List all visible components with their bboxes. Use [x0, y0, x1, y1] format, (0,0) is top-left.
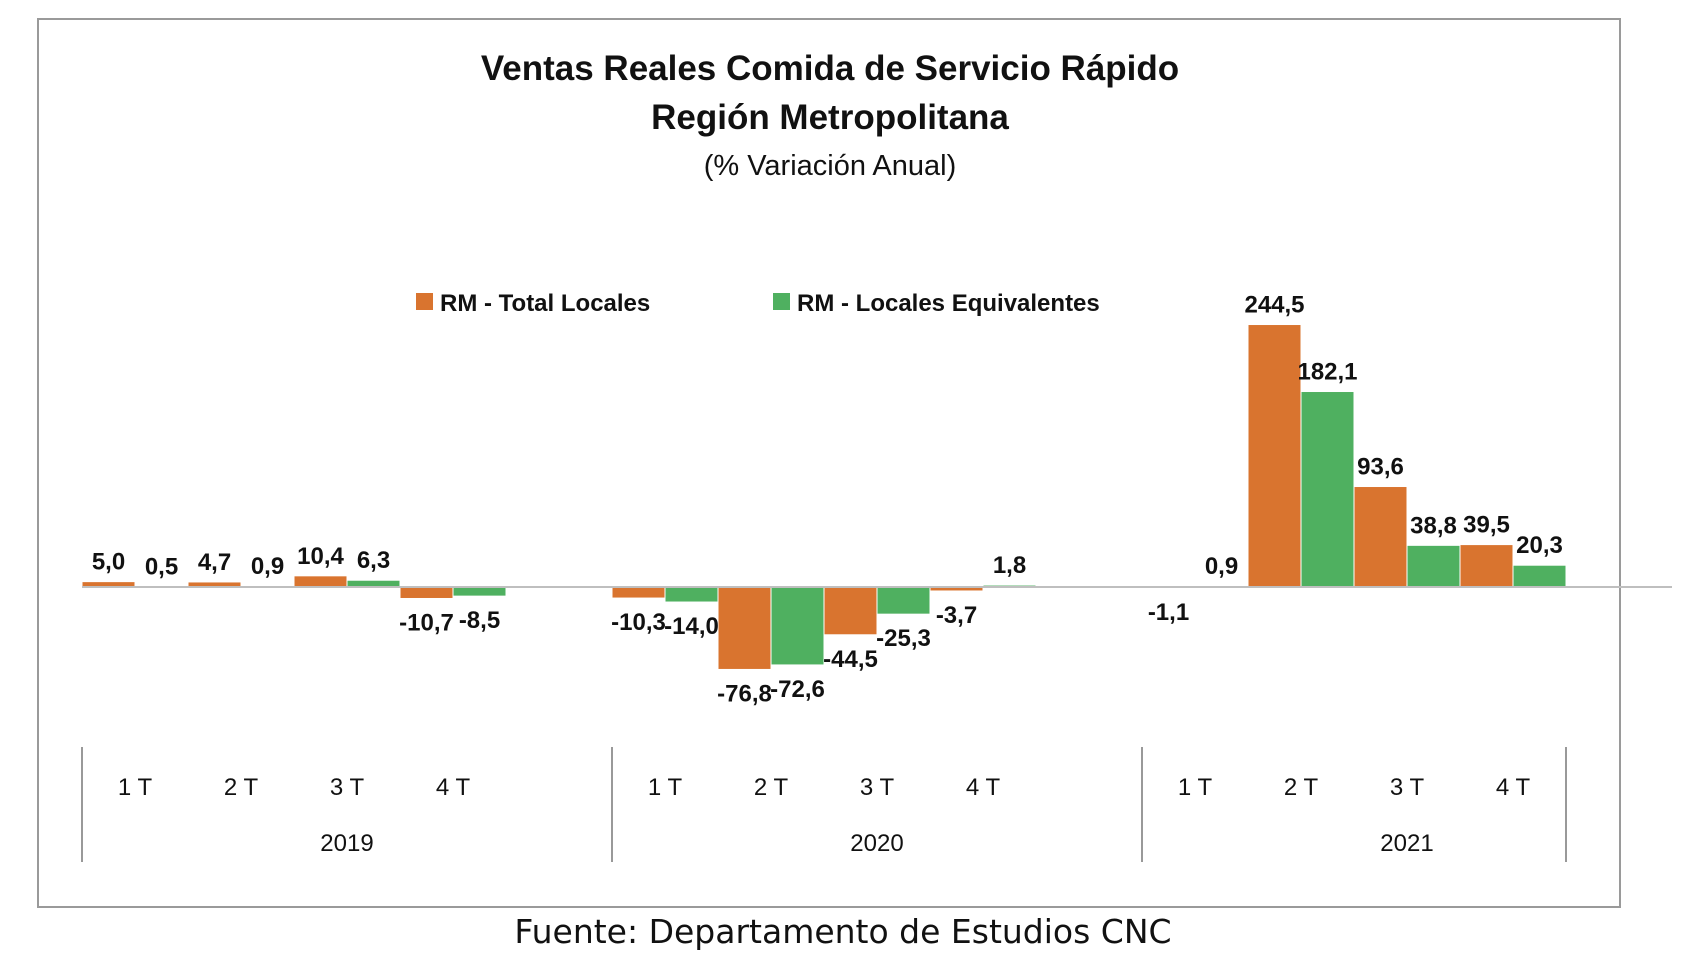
data-label: -3,7: [936, 602, 977, 629]
year-tick-label: 2021: [1380, 830, 1433, 857]
bar-total-locales: [717, 586, 772, 670]
quarter-tick-label: 3 T: [1390, 774, 1425, 801]
bar-locales-equivalentes: [452, 586, 507, 597]
data-label: 5,0: [92, 549, 125, 576]
data-label: 38,8: [1410, 512, 1457, 539]
quarter-tick-label: 4 T: [436, 774, 471, 801]
quarter-tick-label: 3 T: [860, 774, 895, 801]
legend-swatch-equivalentes: [773, 293, 790, 310]
data-label: 244,5: [1244, 292, 1304, 319]
source-note: Fuente: Departamento de Estudios CNC: [514, 912, 1172, 951]
bar-total-locales: [1353, 486, 1408, 588]
data-label: -10,7: [399, 609, 454, 636]
data-label: -44,5: [823, 646, 878, 673]
data-label: 0,9: [251, 553, 284, 580]
data-label: 93,6: [1357, 454, 1404, 481]
data-label: -25,3: [876, 625, 931, 652]
data-label: 1,8: [993, 552, 1026, 579]
data-labels-layer: 5,0 0,5 4,7 0,9 10,4 6,3 -10,7 -8,5 -10,3-14,0 -7…: [92, 292, 1563, 708]
data-label: 4,7: [198, 549, 231, 576]
data-label: -1,1: [1148, 599, 1189, 626]
chart-subtitle: Región Metropolitana: [651, 98, 1009, 137]
data-label: 20,3: [1516, 532, 1563, 559]
bars-layer: [81, 324, 1567, 670]
data-label: -10,3: [611, 609, 666, 636]
data-label: -14,0: [664, 613, 719, 640]
data-label: -72,6: [770, 676, 825, 703]
quarter-tick-label: 4 T: [1496, 774, 1531, 801]
quarter-tick-label: 1 T: [648, 774, 683, 801]
chart-unit-label: (% Variación Anual): [704, 150, 957, 182]
data-label: 0,5: [145, 553, 178, 580]
data-label: -76,8: [717, 680, 772, 707]
bar-total-locales: [399, 586, 454, 599]
category-axis: 1 T 2 T 3 T 4 T 2019 1 T 2 T 3 T 4 T 2020 1 T 2 T 3 …: [81, 747, 1567, 862]
chart-title: Ventas Reales Comida de Servicio Rápido: [481, 49, 1179, 88]
data-label: -8,5: [459, 607, 500, 634]
quarter-tick-label: 2 T: [754, 774, 789, 801]
bar-total-locales: [611, 586, 666, 599]
data-label: 182,1: [1297, 359, 1357, 386]
bar-total-locales: [1247, 324, 1302, 588]
bar-locales-equivalentes: [1406, 544, 1461, 588]
data-label: 39,5: [1463, 512, 1510, 539]
legend-label-total: RM - Total Locales: [440, 290, 650, 317]
bar-locales-equivalentes: [770, 586, 825, 666]
legend: RM - Total Locales RM - Locales Equivale…: [416, 290, 1100, 317]
bar-total-locales: [1459, 544, 1514, 588]
quarter-tick-label: 4 T: [966, 774, 1001, 801]
year-tick-label: 2020: [850, 830, 903, 857]
quarter-tick-label: 3 T: [330, 774, 365, 801]
quarter-tick-label: 2 T: [1284, 774, 1319, 801]
bar-locales-equivalentes: [664, 586, 719, 603]
bar-locales-equivalentes: [876, 586, 931, 615]
bar-total-locales: [823, 586, 878, 636]
quarter-tick-label: 2 T: [224, 774, 259, 801]
quarter-tick-label: 1 T: [118, 774, 153, 801]
data-label: 6,3: [357, 547, 390, 574]
year-tick-label: 2019: [320, 830, 373, 857]
bar-total-locales: [293, 575, 348, 588]
bar-locales-equivalentes: [346, 579, 401, 588]
bar-locales-equivalentes: [1300, 391, 1355, 588]
data-label: 0,9: [1205, 553, 1238, 580]
bar-locales-equivalentes: [1512, 564, 1567, 588]
legend-swatch-total: [416, 293, 433, 310]
quarter-tick-label: 1 T: [1178, 774, 1213, 801]
data-label: 10,4: [297, 543, 344, 570]
legend-label-equivalentes: RM - Locales Equivalentes: [797, 290, 1100, 317]
chart-frame: [37, 18, 1621, 908]
